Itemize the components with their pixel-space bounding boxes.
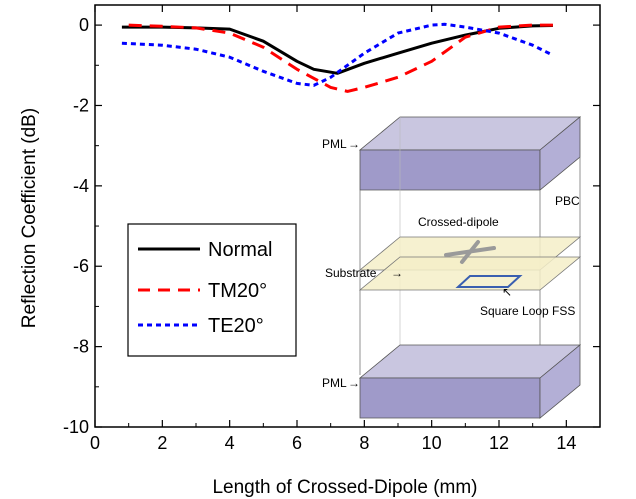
pml-bottom-side [539,344,581,419]
simulation-setup-inset: PML → PML → PBC Crossed-dipole Substrate… [322,116,582,419]
x-tick-label: 4 [225,433,235,453]
legend-label-tm20: TM20° [208,280,267,302]
y-tick-label: -8 [73,337,89,357]
x-tick-label: 6 [292,433,302,453]
x-tick-label: 10 [422,433,442,453]
pml-top-label: PML [322,137,347,151]
x-tick-label: 14 [556,433,576,453]
square-loop-element [455,275,523,288]
plot-frame [94,4,601,428]
legend-label-te20: TE20° [208,315,264,337]
crossed-dipole-label: Crossed-dipole [418,215,499,229]
y-tick-label: -10 [63,417,89,437]
pml-top-arrow: → [348,137,360,151]
y-tick-label: -2 [73,95,89,115]
pml-bottom-front [359,377,541,419]
legend: Normal TM20° TE20° [127,223,297,357]
x-tick-label: 8 [359,433,369,453]
series-line-2 [121,22,554,87]
pml-bottom-label: PML [322,376,347,390]
square-loop-arrow: ↖ [502,285,512,299]
y-tick-label: 0 [79,15,89,35]
series-line-1 [128,23,553,93]
pbc-label: PBC [555,194,580,208]
x-tick-label: 12 [489,433,509,453]
axes-layer: 0 2 4 6 8 10 12 14 0 -2 -4 -6 -8 -10 [63,4,601,453]
y-tick-label: -6 [73,256,89,276]
x-axis-title: Length of Crossed-Dipole (mm) [212,477,477,498]
substrate-bottom-layer [358,256,582,291]
y-tick-label: -4 [73,176,89,196]
square-loop-label: Square Loop FSS [480,304,575,318]
legend-label-normal: Normal [208,239,272,261]
pml-top-front [359,149,541,191]
series-layer [121,22,554,93]
y-axis-title: Reflection Coefficient (dB) [19,108,40,328]
x-tick-label: 0 [90,433,100,453]
x-tick-label: 2 [157,433,167,453]
substrate-arrow: → [391,266,403,280]
crossed-dipole-element [444,240,496,264]
substrate-label: Substrate [325,266,377,280]
pml-bottom-arrow: → [348,376,360,390]
legend-box [127,223,297,357]
